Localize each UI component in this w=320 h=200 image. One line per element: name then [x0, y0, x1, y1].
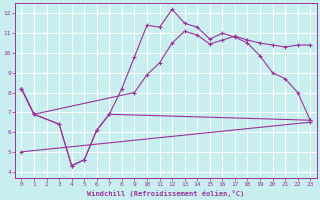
X-axis label: Windchill (Refroidissement éolien,°C): Windchill (Refroidissement éolien,°C) [87, 190, 244, 197]
